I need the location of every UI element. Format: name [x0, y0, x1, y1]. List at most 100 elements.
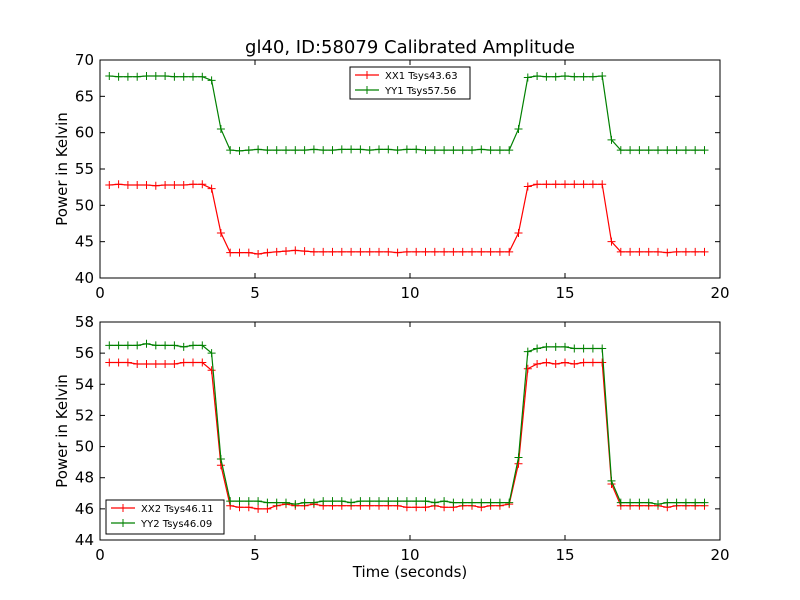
data-point	[663, 146, 672, 155]
data-point	[533, 360, 542, 369]
data-point	[105, 180, 114, 189]
data-point	[393, 497, 402, 506]
data-point	[300, 146, 309, 155]
data-point	[170, 180, 179, 189]
data-point	[216, 125, 225, 134]
x-tick-label: 5	[250, 546, 260, 564]
legend-marker	[363, 71, 371, 79]
data-point	[161, 71, 170, 80]
data-point	[654, 247, 662, 256]
data-point	[282, 146, 290, 155]
y-tick-label: 50	[75, 196, 94, 214]
data-point	[179, 342, 188, 351]
data-point	[579, 72, 588, 81]
data-point	[421, 146, 430, 155]
data-point	[161, 341, 170, 350]
data-point	[189, 341, 197, 350]
data-point	[514, 453, 523, 462]
data-point	[579, 180, 588, 189]
data-point	[337, 247, 346, 256]
data-point	[207, 349, 216, 358]
data-point	[449, 247, 458, 256]
y-tick-label: 50	[75, 438, 94, 456]
y-tick-label: 40	[75, 269, 94, 287]
data-point	[468, 498, 476, 507]
data-point	[244, 497, 253, 506]
data-point	[458, 247, 467, 256]
data-point	[375, 497, 383, 506]
data-point	[142, 180, 151, 189]
data-point	[486, 247, 495, 256]
data-point	[570, 180, 579, 189]
data-point	[105, 341, 114, 350]
legend-box	[349, 66, 471, 100]
data-point	[226, 248, 235, 257]
data-point	[477, 247, 486, 256]
data-point	[216, 455, 225, 464]
data-point	[151, 360, 160, 369]
x-axis-label: Time (seconds)	[352, 563, 468, 581]
data-point	[542, 358, 551, 367]
x-tick-label: 10	[400, 546, 419, 564]
top-subplot: 0 5 10 15 20 40 45 50 55 60 65 70 Power in Kelvin XX1…	[53, 51, 730, 302]
data-point	[319, 497, 328, 506]
data-point	[365, 247, 374, 256]
data-point	[626, 498, 635, 507]
y-tick-label: 55	[75, 160, 94, 178]
x-tick-label: 5	[250, 284, 260, 302]
x-tick-label: 0	[95, 284, 105, 302]
data-point	[421, 247, 430, 256]
data-point	[514, 228, 523, 237]
data-point	[430, 146, 439, 155]
data-point	[105, 71, 114, 80]
y-tick-label: 58	[75, 313, 94, 331]
data-point	[598, 71, 607, 80]
data-point	[691, 247, 700, 256]
y-tick-label: 45	[75, 233, 94, 251]
data-point	[440, 497, 449, 506]
data-point	[644, 498, 653, 507]
data-point	[365, 497, 374, 506]
legend-label: YY1 Tsys57.56	[384, 86, 456, 97]
data-point	[635, 247, 644, 256]
data-point	[588, 344, 597, 353]
data-point	[523, 182, 532, 191]
data-point	[495, 146, 504, 155]
data-point	[542, 72, 551, 81]
data-point	[254, 145, 263, 154]
y-tick-label: 65	[75, 87, 94, 105]
data-point	[440, 146, 449, 155]
data-point	[254, 497, 263, 506]
data-point	[133, 341, 142, 350]
data-point	[449, 498, 458, 507]
data-point	[384, 247, 393, 256]
data-point	[384, 497, 393, 506]
y-tick-label: 52	[75, 406, 94, 424]
data-point	[523, 73, 532, 82]
data-point	[161, 360, 170, 369]
data-point	[337, 145, 346, 154]
data-point	[189, 180, 197, 189]
data-point	[635, 498, 644, 507]
data-point	[123, 358, 132, 367]
data-point	[598, 344, 607, 353]
data-point	[588, 358, 597, 367]
data-point	[477, 498, 486, 507]
data-point	[495, 498, 504, 507]
legend: XX2 Tsys46.11 YY2 Tsys46.09	[105, 499, 225, 535]
data-point	[254, 504, 263, 513]
data-point	[542, 180, 551, 189]
data-point	[672, 498, 681, 507]
data-point	[681, 247, 690, 256]
data-point	[114, 341, 123, 350]
data-point	[291, 246, 300, 255]
y-tick-label: 70	[75, 51, 94, 69]
legend-marker	[119, 519, 127, 527]
data-point	[309, 247, 318, 256]
y-axis-label: Power in Kelvin	[53, 112, 71, 226]
data-point	[402, 497, 411, 506]
data-point	[244, 248, 253, 257]
series-yy	[105, 71, 709, 155]
data-point	[282, 247, 290, 256]
